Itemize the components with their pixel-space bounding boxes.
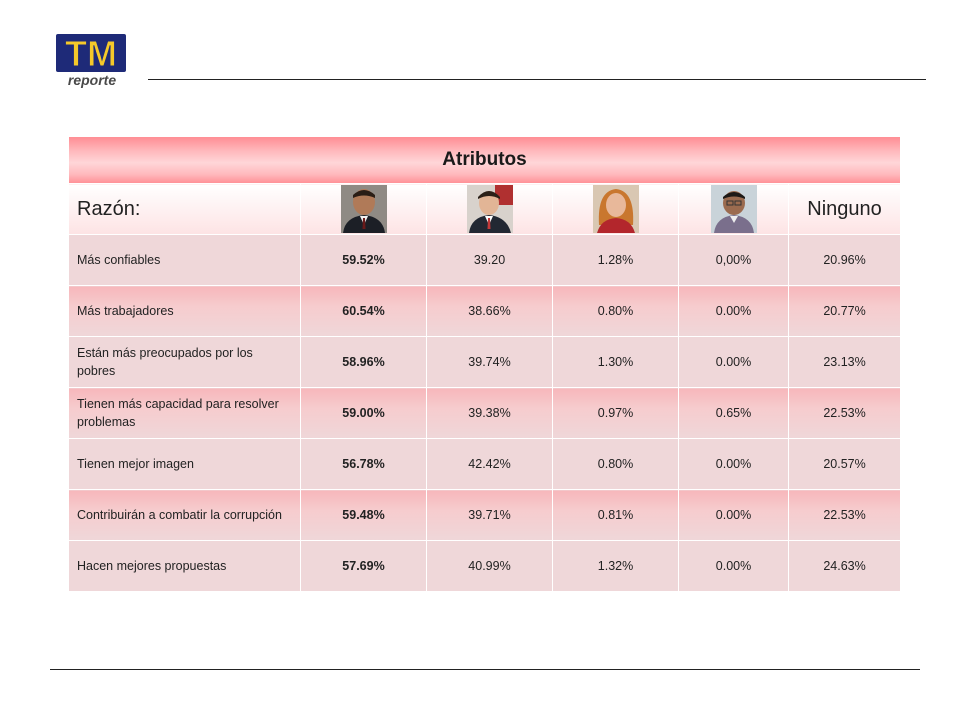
- candidate-1-value: 60.54%: [300, 285, 427, 337]
- candidate-3-value: 1.30%: [552, 336, 679, 388]
- row-label: Más trabajadores: [68, 285, 301, 337]
- ninguno-value: 20.57%: [787, 438, 902, 490]
- candidate-2-value: 40.99%: [426, 540, 553, 592]
- logo-tm-text: TM: [65, 33, 117, 74]
- attributes-table-container: Atributos Razón:: [67, 136, 902, 592]
- candidate-4-value: 0,00%: [678, 234, 789, 286]
- candidate-4-value: 0.00%: [678, 285, 789, 337]
- candidate-2-value: 39.20: [426, 234, 553, 286]
- candidate-3-header: [552, 183, 679, 235]
- ninguno-header: Ninguno: [787, 183, 902, 235]
- candidate-4-value: 0.00%: [678, 336, 789, 388]
- table-title-row: Atributos: [67, 136, 902, 184]
- candidate-3-value: 0.80%: [552, 438, 679, 490]
- candidate-1-photo: [340, 185, 387, 233]
- candidate-2-value: 39.38%: [426, 387, 553, 439]
- candidate-4-photo: [710, 185, 757, 233]
- candidate-2-value: 39.74%: [426, 336, 553, 388]
- candidate-3-value: 1.28%: [552, 234, 679, 286]
- ninguno-value: 20.77%: [787, 285, 902, 337]
- candidate-4-value: 0.00%: [678, 540, 789, 592]
- candidate-4-value: 0.65%: [678, 387, 789, 439]
- table-row: Tienen más capacidad para resolver probl…: [68, 387, 902, 439]
- candidate-1-value: 58.96%: [300, 336, 427, 388]
- candidate-2-header: [426, 183, 553, 235]
- candidate-3-value: 1.32%: [552, 540, 679, 592]
- table-header-row: Razón:: [68, 183, 902, 235]
- candidate-4-value: 0.00%: [678, 489, 789, 541]
- ninguno-value: 22.53%: [787, 489, 902, 541]
- table-row: Contribuirán a combatir la corrupción 59…: [68, 489, 902, 541]
- candidate-4-value: 0.00%: [678, 438, 789, 490]
- candidate-2-photo: [466, 185, 513, 233]
- candidate-2-value: 39.71%: [426, 489, 553, 541]
- table-title: Atributos: [67, 136, 902, 184]
- row-label: Tienen mejor imagen: [68, 438, 301, 490]
- candidate-2-value: 38.66%: [426, 285, 553, 337]
- candidate-3-photo: [592, 185, 639, 233]
- table-row: Hacen mejores propuestas 57.69% 40.99% 1…: [68, 540, 902, 592]
- footer-divider: [50, 669, 920, 670]
- attributes-table: Atributos Razón:: [67, 136, 902, 592]
- candidate-1-header: [300, 183, 427, 235]
- razon-header: Razón:: [68, 183, 301, 235]
- row-label: Más confiables: [68, 234, 301, 286]
- ninguno-value: 24.63%: [787, 540, 902, 592]
- candidate-4-header: [678, 183, 789, 235]
- candidate-3-value: 0.81%: [552, 489, 679, 541]
- row-label: Hacen mejores propuestas: [68, 540, 301, 592]
- candidate-1-value: 59.48%: [300, 489, 427, 541]
- table-row: Más trabajadores 60.54% 38.66% 0.80% 0.0…: [68, 285, 902, 337]
- row-label: Contribuirán a combatir la corrupción: [68, 489, 301, 541]
- candidate-3-value: 0.80%: [552, 285, 679, 337]
- tm-reporte-logo: TM reporte: [52, 32, 132, 92]
- ninguno-value: 20.96%: [787, 234, 902, 286]
- table-row: Están más preocupados por los pobres 58.…: [68, 336, 902, 388]
- candidate-1-value: 56.78%: [300, 438, 427, 490]
- candidate-1-value: 59.00%: [300, 387, 427, 439]
- ninguno-value: 22.53%: [787, 387, 902, 439]
- logo-tm-mark: TM: [56, 33, 126, 75]
- candidate-3-value: 0.97%: [552, 387, 679, 439]
- table-row: Tienen mejor imagen 56.78% 42.42% 0.80% …: [68, 438, 902, 490]
- row-label: Están más preocupados por los pobres: [68, 336, 301, 388]
- candidate-2-value: 42.42%: [426, 438, 553, 490]
- table-row: Más confiables 59.52% 39.20 1.28% 0,00% …: [68, 234, 902, 286]
- row-label: Tienen más capacidad para resolver probl…: [68, 387, 301, 439]
- candidate-1-value: 59.52%: [300, 234, 427, 286]
- ninguno-value: 23.13%: [787, 336, 902, 388]
- logo-reporte-text: reporte: [68, 72, 116, 88]
- header-divider: [148, 79, 926, 80]
- candidate-1-value: 57.69%: [300, 540, 427, 592]
